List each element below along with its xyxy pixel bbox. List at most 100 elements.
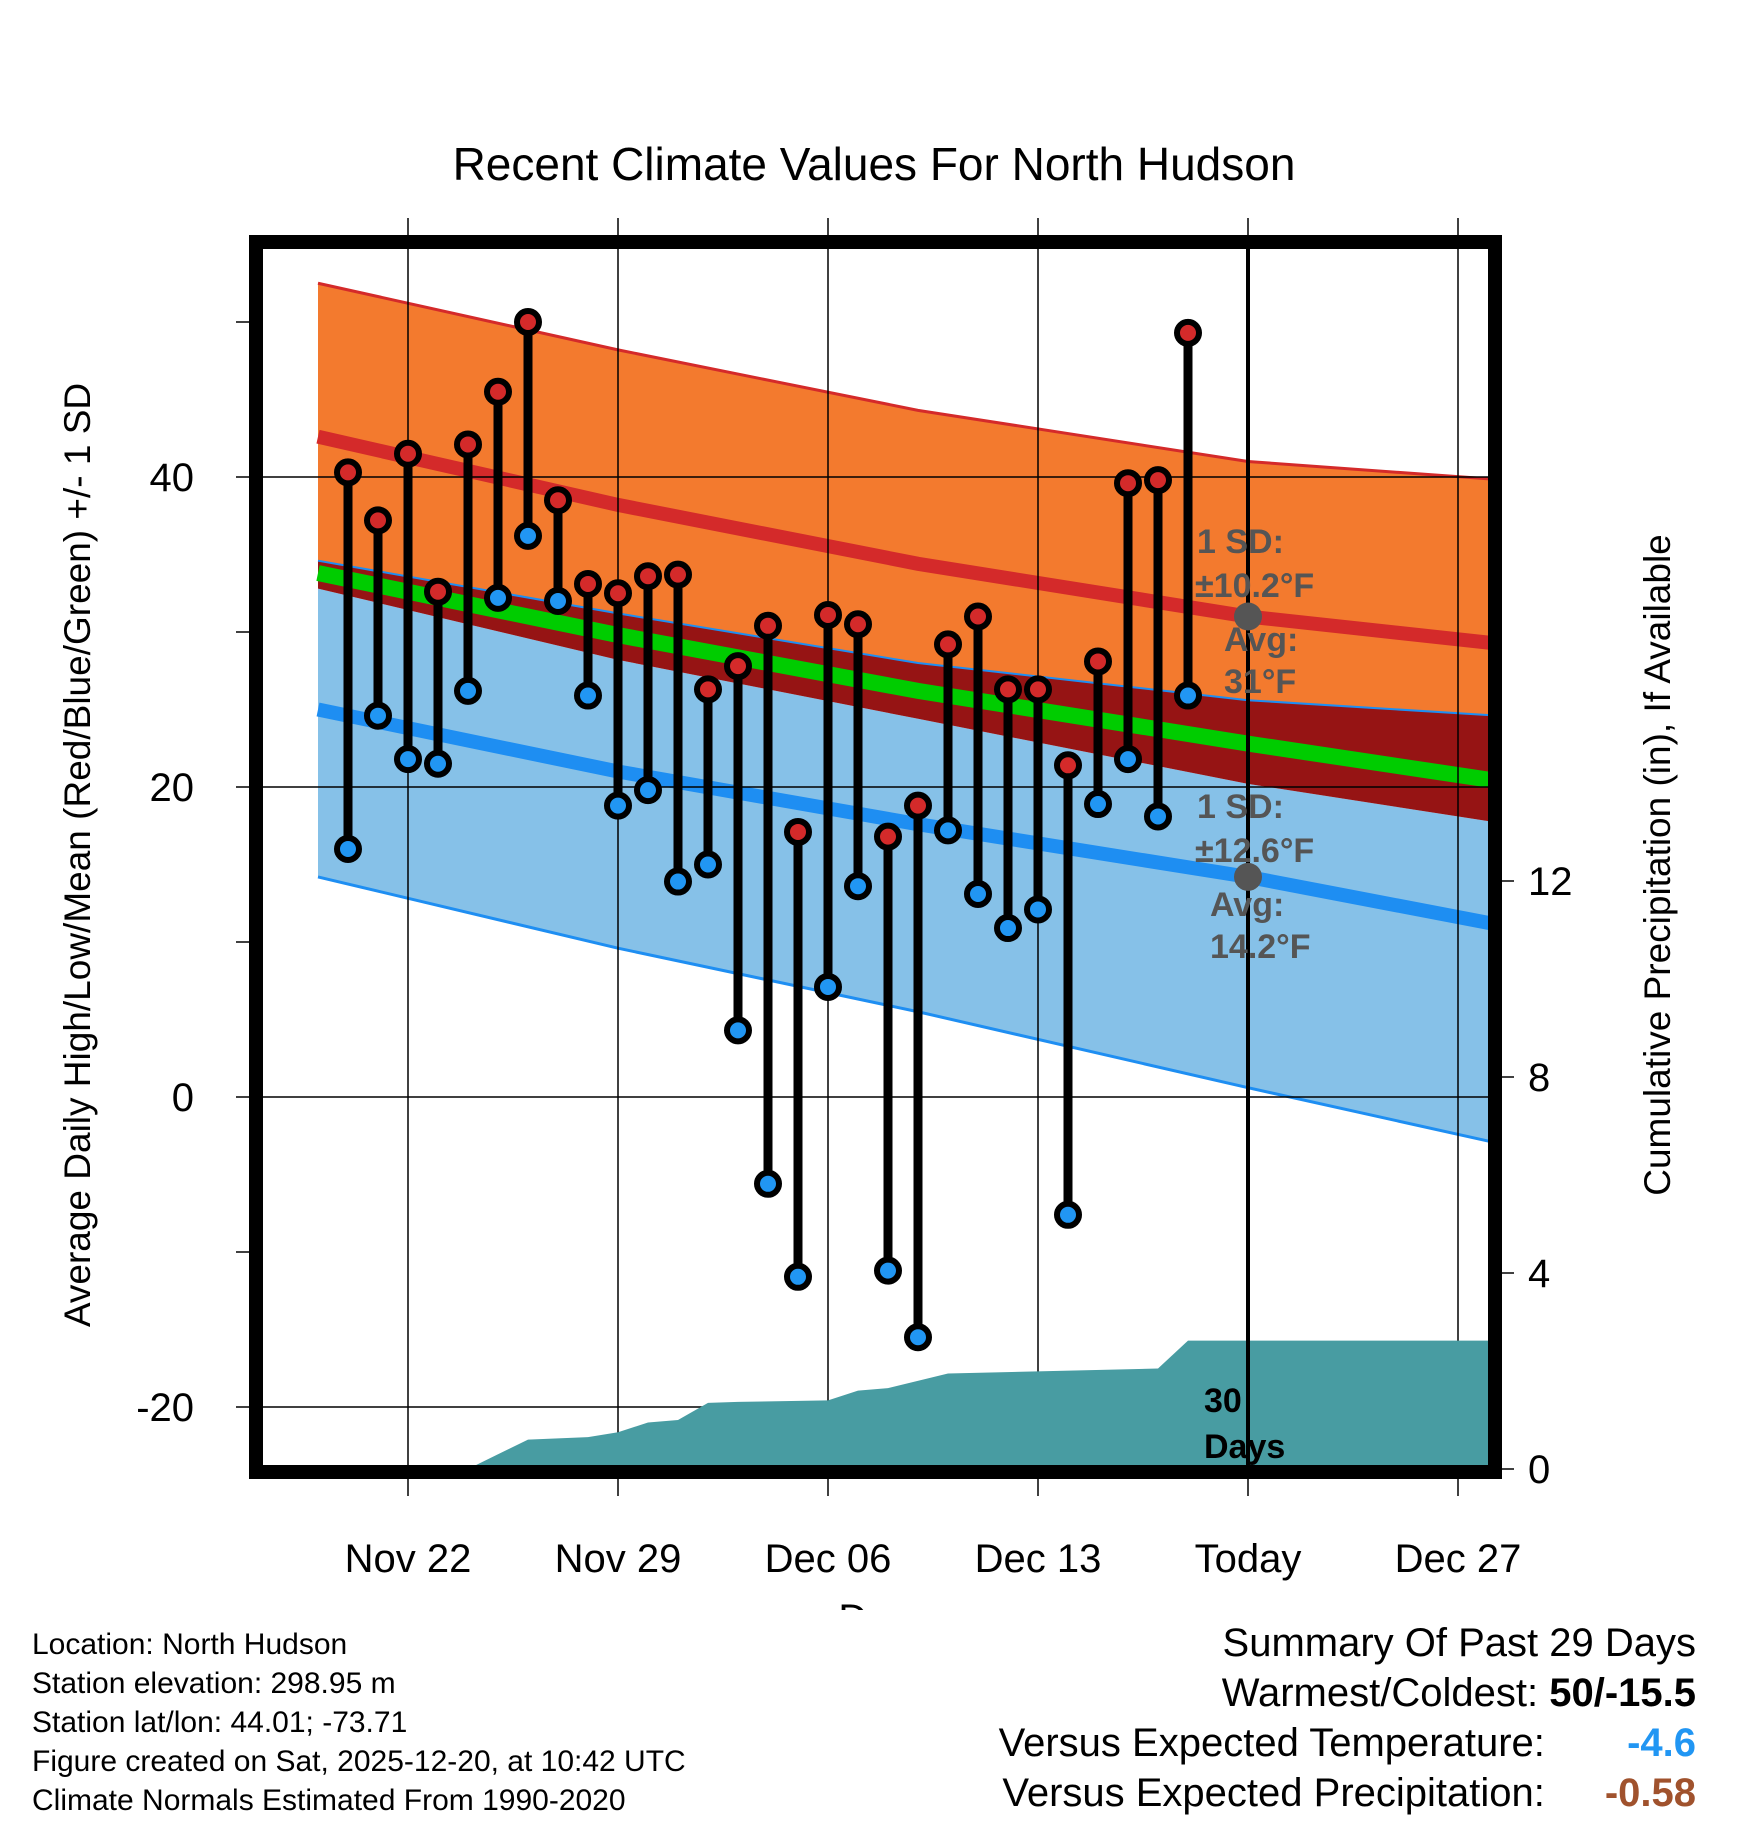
low-dot (604, 791, 632, 820)
high-dot (1174, 318, 1202, 347)
high-dot (1144, 466, 1172, 495)
low-dot (1114, 745, 1142, 774)
precip-area (474, 1340, 1489, 1466)
days-count-label: Days (1204, 1428, 1285, 1466)
high-avg-today-dot (1234, 602, 1262, 631)
high-dot (364, 506, 392, 535)
high-avg-value: 31°F (1224, 663, 1296, 701)
high-dot (574, 569, 602, 598)
low-dot (634, 776, 662, 805)
low-dot (364, 701, 392, 730)
high-dot (424, 577, 452, 606)
high-sd-label: 1 SD: (1197, 523, 1284, 561)
high-avg-label: Avg: (1224, 621, 1298, 659)
high-dot (1054, 751, 1082, 780)
low-dot (754, 1169, 782, 1198)
high-dot (1084, 647, 1112, 676)
low-dot (484, 583, 512, 612)
low-dot (904, 1323, 932, 1352)
high-dot (334, 458, 362, 487)
low-dot (1054, 1200, 1082, 1229)
station-info: Location: North Hudson Station elevation… (32, 1625, 686, 1820)
x-axis-label: Day (838, 1597, 909, 1610)
y-axis-label-right: Cumulative Precipitation (in), If Availa… (1637, 534, 1678, 1196)
x-tick-label: Dec 06 (765, 1537, 892, 1581)
low-dot (544, 587, 572, 615)
elevation-text: Station elevation: 298.95 m (32, 1667, 396, 1700)
high-dot (664, 560, 692, 589)
days-count-number: 30 (1204, 1382, 1242, 1420)
high-dot (454, 430, 482, 459)
climate-chart: Recent Climate Values For North Hudson 1… (57, 138, 1678, 1610)
high-dot (964, 602, 992, 631)
low-dot (874, 1256, 902, 1285)
high-sd-value: ±10.2°F (1195, 567, 1314, 605)
high-dot (994, 675, 1022, 704)
latlon-text: Station lat/lon: 44.01; -73.71 (32, 1706, 408, 1739)
low-dot (844, 872, 872, 901)
high-dot (814, 600, 842, 629)
low-dot (394, 745, 422, 774)
low-dot (1174, 681, 1202, 710)
low-dot (454, 676, 482, 705)
low-dot (574, 681, 602, 710)
y-left-tick-label: 0 (172, 1076, 194, 1120)
low-avg-value: 14.2°F (1210, 928, 1311, 966)
high-dot (844, 610, 872, 639)
warmest-coldest-value: 50/-15.5 (1549, 1671, 1696, 1715)
high-minus-sd-line (317, 559, 1489, 717)
precip-anomaly-label: Versus Expected Precipitation: (1002, 1771, 1545, 1815)
y-left-tick-label: 40 (150, 456, 195, 500)
x-tick-label: Today (1195, 1537, 1302, 1581)
warmest-coldest-row: Warmest/Coldest: 50/-15.5 (999, 1668, 1696, 1718)
precip-anomaly-value: -0.58 (1604, 1771, 1696, 1815)
low-dot (994, 914, 1022, 943)
high-dot (934, 630, 962, 659)
summary-panel: Summary Of Past 29 Days Warmest/Coldest:… (999, 1618, 1696, 1818)
low-sd-label: 1 SD: (1197, 788, 1284, 826)
low-dot (964, 879, 992, 908)
high-dot (754, 611, 782, 640)
warmest-coldest-label: Warmest/Coldest: (1221, 1671, 1539, 1715)
low-dot (1084, 790, 1112, 819)
high-avg-line (316, 429, 1489, 650)
high-dot (694, 675, 722, 704)
precip-anomaly-row: Versus Expected Precipitation: -0.58 (999, 1768, 1696, 1818)
y-right-tick-label: 0 (1528, 1448, 1550, 1492)
high-dot (904, 791, 932, 820)
high-dot (784, 817, 812, 846)
x-tick-label: Dec 27 (1395, 1537, 1522, 1581)
y-right-tick-label: 12 (1528, 860, 1573, 904)
low-dot (784, 1262, 812, 1291)
low-dot (424, 749, 452, 778)
low-dot (1144, 802, 1172, 831)
high-dot (514, 308, 542, 336)
high-dot (394, 439, 422, 468)
temp-anomaly-label: Versus Expected Temperature: (998, 1721, 1545, 1765)
low-avg-today-dot (1234, 862, 1262, 891)
high-dot (1024, 675, 1052, 704)
y-left-tick-label: 20 (150, 766, 195, 810)
low-dot (514, 521, 542, 550)
high-dot (634, 562, 662, 591)
mean-line (316, 565, 1489, 788)
y-axis-label-left: Average Daily High/Low/Mean (Red/Blue/Gr… (57, 383, 98, 1327)
low-dot (724, 1016, 752, 1045)
low-dot (814, 972, 842, 1001)
low-dot (1024, 895, 1052, 924)
low-dot (334, 835, 362, 863)
low-sd-band (318, 588, 1489, 1142)
plot-frame (249, 235, 1502, 1479)
x-tick-label: Nov 22 (345, 1537, 472, 1581)
chart-title: Recent Climate Values For North Hudson (453, 138, 1296, 190)
low-sd-value: ±12.6°F (1195, 832, 1314, 870)
x-tick-label: Dec 13 (975, 1537, 1102, 1581)
temp-anomaly-value: -4.6 (1627, 1721, 1696, 1765)
normals-text: Climate Normals Estimated From 1990-2020 (32, 1784, 626, 1817)
x-tick-label: Nov 29 (555, 1537, 682, 1581)
high-dot (874, 822, 902, 851)
summary-title: Summary Of Past 29 Days (1222, 1621, 1696, 1665)
low-dot (934, 816, 962, 845)
low-dot (694, 850, 722, 879)
high-dot (1114, 469, 1142, 498)
